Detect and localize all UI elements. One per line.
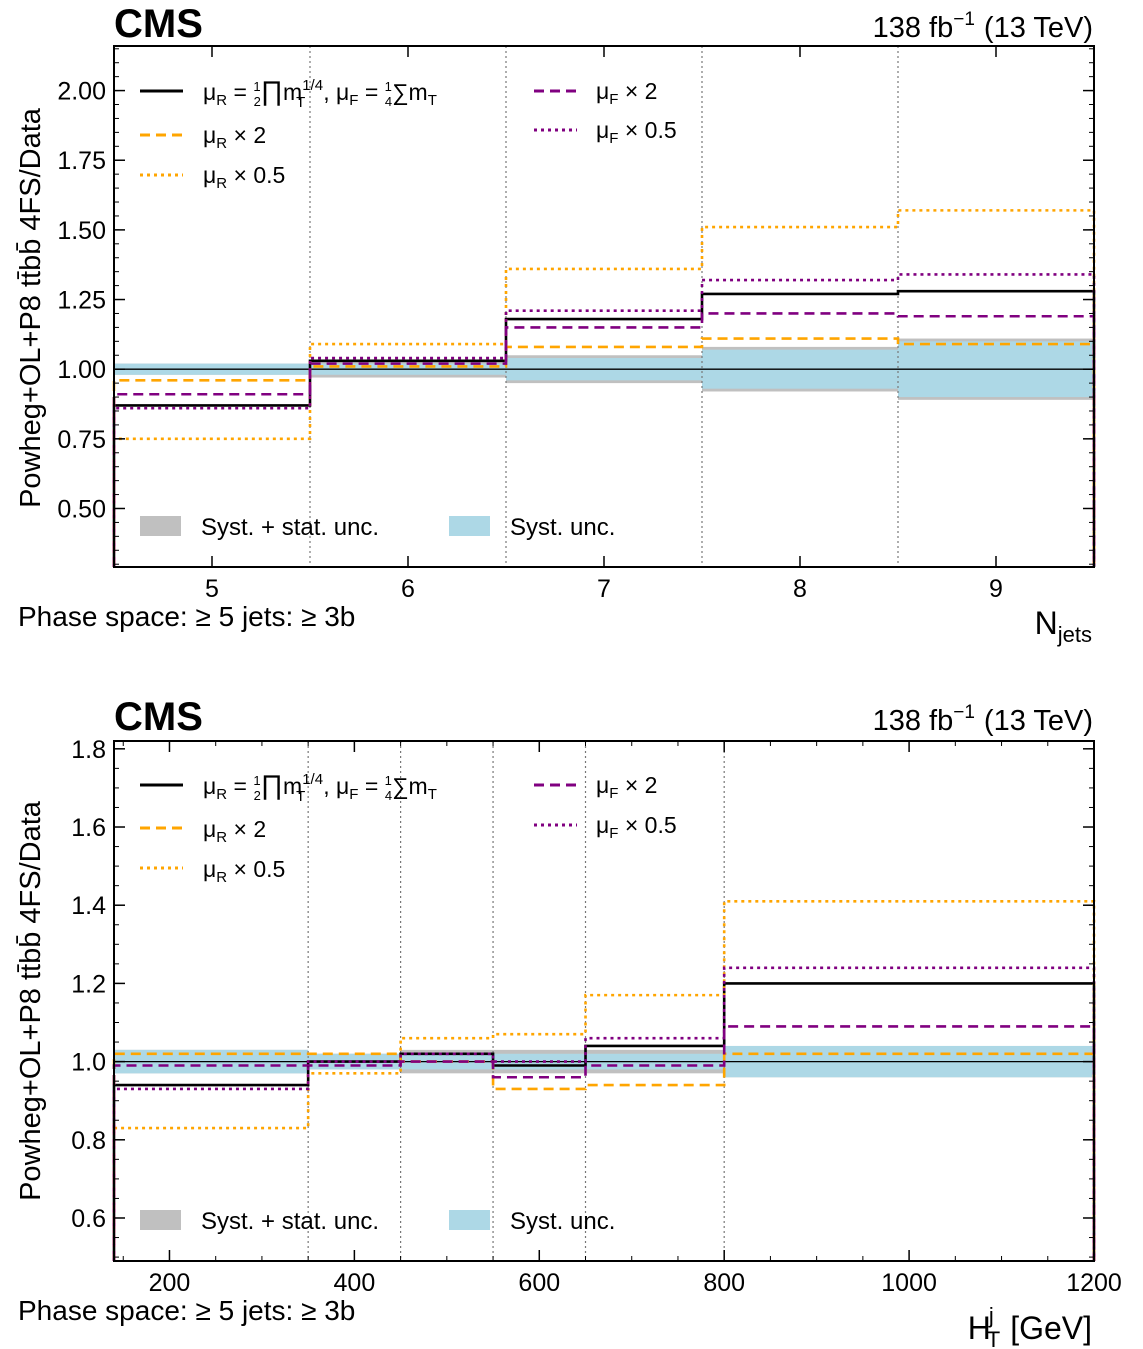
legend-syst-label: Syst. unc.: [510, 514, 615, 541]
x-tick-label: 7: [597, 575, 611, 603]
y-tick-label: 1.50: [57, 217, 106, 245]
y-tick-label: 0.6: [71, 1205, 106, 1233]
legend-mur-up-label: μR × 2: [203, 122, 266, 152]
series-muf-down-line: [112, 273, 1096, 567]
legend-mur-up-label: μR × 2: [203, 816, 266, 846]
series-mur-down-line: [112, 900, 1096, 1261]
legend-syst-stat-swatch: [140, 516, 181, 536]
legend-nominal-label: μR = 1 2∏m1/4 T, μF = 1 4∑mT: [203, 770, 437, 805]
legend-nominal-label: μR = 1 2∏m1/4 T, μF = 1 4∑mT: [203, 76, 437, 111]
y-tick-label: 1.00: [57, 356, 106, 384]
panel-htj: CMS 138 fb−1 (13 TeV) Powheg+OL+P8 tt̄bb̄…: [15, 695, 1122, 1349]
plot-frame: [113, 740, 1095, 1262]
x-tick-label: 1200: [1066, 1269, 1122, 1297]
legend-syst-swatch: [449, 1210, 490, 1230]
cms-label: CMS: [114, 695, 203, 739]
x-tick-label: 600: [518, 1269, 560, 1297]
plot-frame: [113, 45, 1095, 568]
y-tick-label: 1.75: [57, 147, 106, 175]
y-tick-label: 2.00: [57, 78, 106, 106]
lumi-label: 138 fb−1 (13 TeV): [873, 9, 1093, 44]
y-tick-label: 1.2: [71, 970, 106, 998]
x-tick-label: 5: [205, 575, 219, 603]
y-axis-label: Powheg+OL+P8 tt̄bb̄ 4FS/Data: [15, 800, 47, 1201]
x-tick-label: 200: [149, 1269, 191, 1297]
cms-label: CMS: [114, 2, 203, 46]
y-tick-label: 1.0: [71, 1049, 106, 1077]
x-tick-label: 400: [334, 1269, 376, 1297]
panel-njets: CMS 138 fb−1 (13 TeV) Powheg+OL+P8 tt̄bb̄…: [15, 2, 1096, 647]
series-muf-up-line: [112, 1025, 1096, 1261]
legend-mur-down-label: μR × 0.5: [203, 162, 285, 192]
legend-syst-stat-swatch: [140, 1210, 181, 1230]
legend-syst-label: Syst. unc.: [510, 1208, 615, 1235]
phase-space-label: Phase space: ≥ 5 jets: ≥ 3b: [18, 601, 355, 632]
x-tick-label: 6: [401, 575, 415, 603]
lumi-value: 138 fb: [873, 12, 954, 44]
x-tick-label: 8: [793, 575, 807, 603]
y-tick-label: 0.50: [57, 495, 106, 523]
y-tick-label: 1.6: [71, 814, 106, 842]
legend-mur-down-label: μR × 0.5: [203, 856, 285, 886]
x-tick-label: 9: [989, 575, 1003, 603]
legend-muf-up-label: μF × 2: [596, 78, 657, 108]
plot-area-htj: 0.6 0.8 1.0 1.2 1.4 1.6 1.8 200 400 600 800 1000 120…: [71, 736, 1122, 1297]
x-axis-label: Hj T [GeV]: [968, 1303, 1092, 1349]
x-tick-label: 800: [703, 1269, 745, 1297]
x-axis-label: Njets: [1035, 605, 1092, 647]
legend-syst-stat-label: Syst. + stat. unc.: [201, 514, 379, 541]
y-tick-label: 1.25: [57, 287, 106, 315]
legend-syst-stat-label: Syst. + stat. unc.: [201, 1208, 379, 1235]
phase-space-label: Phase space: ≥ 5 jets: ≥ 3b: [18, 1295, 355, 1326]
series-muf-down-line: [112, 966, 1096, 1261]
legend-njets: μR = 1 2∏m1/4 T, μF = 1 4∑mT μR × 2 μR × 0.…: [140, 76, 677, 541]
series-muf-up-line: [112, 312, 1096, 567]
y-tick-label: 0.8: [71, 1127, 106, 1155]
series-nominal-line: [112, 289, 1096, 567]
y-tick-label: 0.75: [57, 426, 106, 454]
lumi-label: 138 fb−1 (13 TeV): [873, 702, 1093, 737]
y-axis-label: Powheg+OL+P8 tt̄bb̄ 4FS/Data: [15, 107, 47, 508]
energy-label: (13 TeV): [984, 12, 1093, 44]
plot-area-njets: 0.50 0.75 1.00 1.25 1.50 1.75 2.00 5 6 7 8 9: [57, 46, 1096, 603]
lumi-value: 138 fb: [873, 705, 954, 737]
series-mur-up-line: [112, 337, 1096, 567]
y-tick-label: 1.4: [71, 892, 106, 920]
legend-muf-down-label: μF × 0.5: [596, 117, 677, 147]
legend-syst-swatch: [449, 516, 490, 536]
y-tick-label: 1.8: [71, 736, 106, 764]
x-tick-label: 1000: [881, 1269, 937, 1297]
energy-label: (13 TeV): [984, 705, 1093, 737]
legend-muf-down-label: μF × 0.5: [596, 812, 677, 842]
legend-htj: μR = 1 2∏m1/4 T, μF = 1 4∑mT μR × 2 μR × 0.…: [140, 770, 677, 1235]
lumi-exponent: −1: [953, 702, 975, 723]
legend-muf-up-label: μF × 2: [596, 772, 657, 802]
lumi-exponent: −1: [953, 9, 975, 30]
